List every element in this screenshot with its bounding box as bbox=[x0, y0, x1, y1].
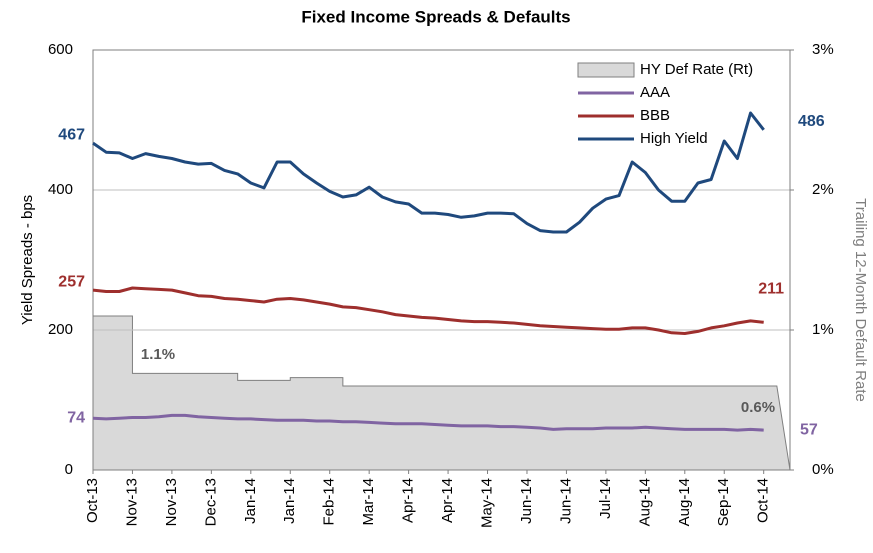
y-tick-label: 200 bbox=[48, 321, 73, 338]
x-tick-label: Oct-14 bbox=[755, 478, 772, 523]
legend-swatch bbox=[577, 62, 635, 78]
plot-border bbox=[92, 49, 791, 471]
chart-title: Fixed Income Spreads & Defaults bbox=[301, 7, 570, 26]
legend-label: AAA bbox=[640, 84, 670, 101]
area-label: 0.6% bbox=[741, 399, 775, 416]
line bbox=[92, 286, 764, 335]
legend-label: BBB bbox=[640, 107, 670, 124]
y2-tick-label: 3% bbox=[812, 41, 834, 58]
x-tick-label: Jan-14 bbox=[281, 478, 298, 524]
x-tick-label: Apr-14 bbox=[439, 478, 456, 523]
line bbox=[92, 413, 764, 432]
x-tick-label: Aug-14 bbox=[676, 478, 693, 526]
x-tick-label: Jul-14 bbox=[597, 478, 614, 519]
legend-label: High Yield bbox=[640, 130, 708, 147]
y-tick-label: 600 bbox=[48, 41, 73, 58]
y-tick-label: 0 bbox=[65, 461, 73, 478]
x-tick-label: Jun-14 bbox=[518, 478, 535, 524]
area bbox=[92, 315, 791, 471]
x-tick-label: Aug-14 bbox=[636, 478, 653, 526]
y2-tick-label: 0% bbox=[812, 461, 834, 478]
data-label: 486 bbox=[798, 113, 825, 130]
x-tick-label: Jan-14 bbox=[242, 478, 259, 524]
x-tick-label: Mar-14 bbox=[360, 478, 377, 526]
legend-label: HY Def Rate (Rt) bbox=[640, 61, 753, 78]
x-tick-label: Oct-13 bbox=[84, 478, 101, 523]
x-tick-label: Feb-14 bbox=[321, 478, 338, 526]
area-label: 1.1% bbox=[141, 346, 175, 363]
y-axis-label: Yield Spreads - bps bbox=[19, 195, 36, 325]
y2-tick-label: 2% bbox=[812, 181, 834, 198]
x-tick-label: Jun-14 bbox=[557, 478, 574, 524]
data-label: 211 bbox=[758, 281, 784, 298]
x-tick-label: Apr-14 bbox=[400, 478, 417, 523]
x-tick-label: Nov-13 bbox=[163, 478, 180, 526]
y-tick-label: 400 bbox=[48, 181, 73, 198]
data-label: 467 bbox=[58, 126, 85, 143]
x-tick-label: Dec-13 bbox=[202, 478, 219, 526]
y2-axis-label: Trailing 12-Month Default Rate bbox=[852, 198, 869, 402]
line bbox=[92, 111, 765, 234]
data-label: 257 bbox=[58, 273, 85, 290]
data-label: 57 bbox=[800, 421, 818, 438]
y2-tick-label: 1% bbox=[812, 321, 834, 338]
x-tick-label: Nov-13 bbox=[123, 478, 140, 526]
x-tick-label: Sep-14 bbox=[715, 478, 732, 526]
x-tick-label: May-14 bbox=[478, 478, 495, 528]
data-label: 74 bbox=[67, 409, 85, 426]
